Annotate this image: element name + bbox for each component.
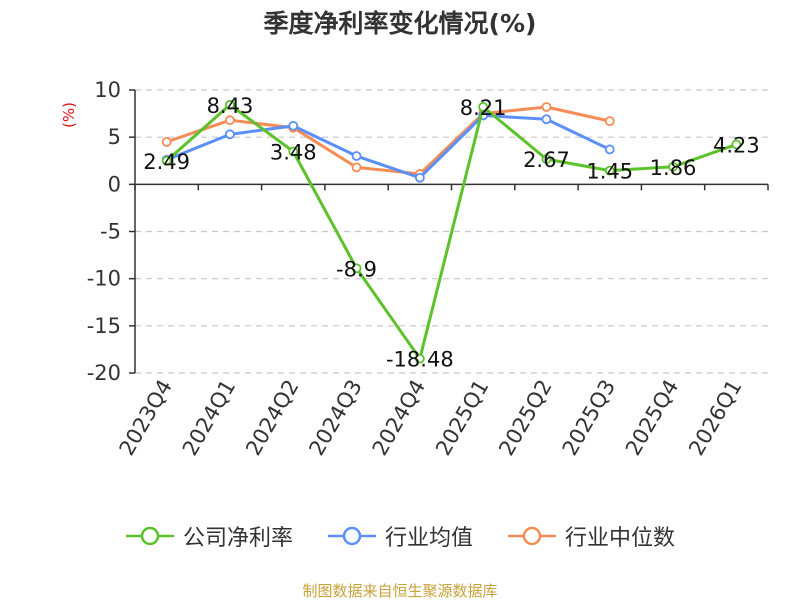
legend: 公司净利率 行业均值 行业中位数	[0, 520, 800, 552]
legend-item[interactable]: 行业中位数	[507, 520, 675, 552]
legend-swatch-marker	[342, 526, 362, 546]
x-tick-label: 2025Q4	[621, 376, 683, 460]
data-point	[541, 154, 552, 165]
data-label: 8.21	[460, 96, 507, 120]
data-label: 2.67	[523, 148, 570, 172]
data-point	[288, 146, 299, 157]
data-point	[414, 353, 425, 364]
data-point	[288, 120, 299, 131]
x-tick-label: 2023Q4	[115, 376, 177, 460]
data-point	[225, 115, 235, 126]
data-point	[414, 172, 425, 183]
x-tick-label: 2024Q2	[241, 376, 303, 460]
data-point	[225, 99, 235, 110]
data-point	[161, 136, 172, 147]
legend-swatch-icon	[327, 526, 376, 546]
data-point	[478, 101, 489, 112]
x-tick-label: 2025Q2	[494, 376, 556, 460]
y-tick-label: -5	[100, 220, 121, 244]
data-point	[604, 144, 615, 155]
data-point	[731, 139, 742, 150]
y-tick-label: 10	[94, 78, 121, 102]
y-tick-label: -10	[87, 267, 121, 291]
data-label: 8.43	[207, 94, 254, 118]
legend-swatch-icon	[125, 526, 174, 546]
data-label: 1.86	[650, 156, 697, 180]
y-tick-label: -20	[87, 361, 121, 385]
data-point	[225, 129, 235, 140]
series-line	[166, 105, 611, 176]
legend-label: 行业中位数	[565, 526, 676, 551]
data-label: 2.49	[143, 150, 190, 174]
data-point	[161, 155, 172, 166]
legend-item[interactable]: 公司净利率	[125, 520, 293, 552]
series-line	[165, 103, 737, 361]
x-tick-label: 2024Q4	[368, 376, 430, 460]
data-point	[541, 114, 552, 125]
data-label: -8.9	[336, 257, 377, 281]
data-point	[668, 161, 678, 172]
series-line	[166, 113, 611, 180]
data-label: 1.45	[586, 160, 633, 184]
x-tick-label: 2026Q1	[684, 376, 746, 460]
data-point	[541, 102, 552, 112]
data-labels: 2.49 8.43 3.48 -8.9 -18.48 8.21 2.67 1.45 1.86 4.…	[143, 94, 759, 372]
legend-item[interactable]: 行业均值	[327, 520, 473, 552]
legend-swatch-marker	[522, 526, 542, 546]
data-label: 4.23	[713, 133, 760, 157]
data-point	[604, 116, 615, 127]
series-lines	[161, 99, 742, 364]
x-tick-label: 2025Q3	[558, 376, 620, 460]
x-tick-label: 2024Q3	[304, 376, 366, 460]
x-tick-label: 2024Q1	[178, 376, 240, 460]
data-point	[604, 165, 615, 176]
chart-title: 季度净利率变化情况(%)	[263, 9, 537, 38]
legend-label: 行业均值	[384, 526, 473, 551]
x-tick-label: 2025Q1	[431, 376, 493, 460]
data-source-note: 制图数据来自恒生聚源数据库	[302, 582, 498, 600]
y-tick-label: 0	[108, 172, 121, 196]
data-label: -18.48	[386, 348, 454, 372]
legend-swatch-marker	[140, 526, 160, 546]
data-point	[351, 162, 362, 173]
data-point	[351, 151, 362, 161]
y-tick-label: -15	[87, 314, 121, 338]
data-point	[351, 263, 362, 274]
y-tick-label: 5	[108, 125, 121, 149]
legend-label: 公司净利率	[182, 526, 293, 551]
legend-swatch-icon	[508, 526, 556, 546]
data-label: 3.48	[270, 141, 317, 165]
